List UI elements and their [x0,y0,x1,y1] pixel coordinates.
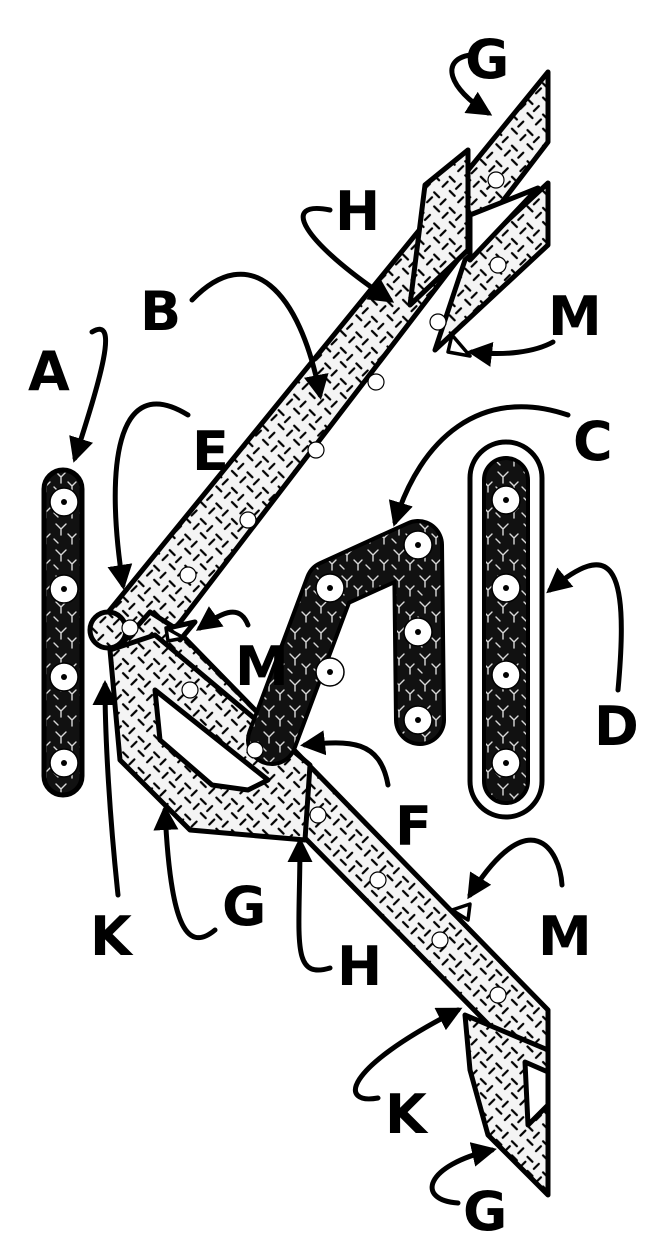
arrow-m-top [467,339,556,367]
label-a: A [28,340,70,403]
label-g-top: G [465,28,509,91]
arrow-g-top [449,52,493,116]
label-m-middle: M [235,635,289,698]
junction-knob [87,609,129,651]
label-k-left: K [90,905,134,968]
band-a-capsule [41,467,85,798]
label-f: F [395,795,432,858]
band-d-capsule [482,456,530,805]
arrow-f [300,730,391,788]
left-island [152,687,271,793]
lower-island [522,1059,551,1128]
label-g-bottom: G [463,1180,507,1243]
label-k-lower: K [385,1083,429,1146]
arrow-h-mid [287,837,333,973]
arrow-m-middle [195,606,251,631]
arrow-k-left [92,680,121,898]
triangle-markers [164,333,472,922]
arrow-d [546,562,624,693]
label-g-mid: G [222,875,266,938]
label-b: B [140,280,181,343]
arrow-h-top [300,206,395,303]
arrow-m-lower [467,837,565,900]
arrow-c [388,404,571,527]
label-h-top: H [335,180,380,243]
label-m-top: M [548,285,602,348]
leader-arrows [69,52,624,1206]
arrow-g-mid [153,805,218,941]
main-track [87,69,551,1198]
arrow-e [107,401,191,590]
label-m-lower: M [538,905,592,968]
arrow-b [189,271,329,400]
stud-centers [61,497,509,766]
marker-triangle-lower [450,902,472,922]
arrow-k-lower [353,1007,463,1102]
marker-triangle-middle [164,626,186,643]
upper-island [467,185,541,263]
arrow-g-bottom [429,1142,497,1206]
lower-siding-band [462,1012,551,1198]
label-h-mid: H [337,935,382,998]
track-studs [121,171,507,1004]
island-cutouts [152,185,551,1128]
label-d: D [594,695,639,758]
label-c: C [573,410,613,473]
marker-triangle-upper [446,333,472,358]
label-e: E [192,420,229,483]
arrow-a [69,327,109,463]
